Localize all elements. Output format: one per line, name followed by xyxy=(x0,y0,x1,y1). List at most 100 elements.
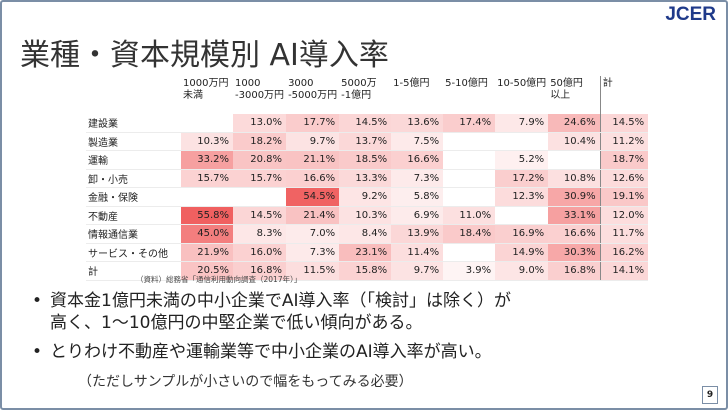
table-cell: 15.7% xyxy=(233,169,287,188)
row-label: 金融・保険 xyxy=(86,187,181,207)
table-cell: 16.8% xyxy=(548,261,601,281)
table-cell: 30.9% xyxy=(548,187,601,207)
table-cell: 30.3% xyxy=(548,243,601,262)
bullet-2: • とりわけ不動産や運輸業等で中小企業のAI導入率が高い。 xyxy=(32,341,492,363)
table-cell: 16.6% xyxy=(286,169,340,188)
table-cell: 10.8% xyxy=(548,169,601,188)
table-cell: 11.4% xyxy=(391,243,444,262)
table-cell xyxy=(443,150,496,170)
source-note: （資料）総務省「通信利用動向調査（2017年）」 xyxy=(136,275,302,284)
table-cell: 20.5% xyxy=(181,261,233,281)
table-cell: 10.3% xyxy=(339,206,392,225)
page-number: 9 xyxy=(702,386,718,404)
table-cell: 12.3% xyxy=(495,187,549,207)
table-row: 金融・保険 54.5% 9.2% 5.8% 12.3% 30.9% 19.1% xyxy=(86,187,649,207)
col-header-100m-500m: 1-5億円 xyxy=(393,78,430,89)
table-cell: 24.6% xyxy=(548,114,601,133)
col-header-lt-10m: 1000万円 未満 xyxy=(183,78,229,101)
table-cell: 13.7% xyxy=(339,132,392,151)
table-cell: 9.2% xyxy=(339,187,392,207)
jcer-logo: JCER xyxy=(665,4,716,25)
table-cell: 7.5% xyxy=(391,132,444,151)
ai-adoption-table: 1000万円 未満 1000 -3000万円 3000 -5000万円 5000… xyxy=(86,76,649,281)
table-cell xyxy=(443,243,496,262)
table-cell: 16.9% xyxy=(495,224,549,244)
table-cell: 16.2% xyxy=(599,243,649,262)
table-cell: 19.1% xyxy=(599,187,649,207)
table-cell: 14.5% xyxy=(339,114,392,133)
table-cell: 11.2% xyxy=(599,132,649,151)
table-cell: 13.9% xyxy=(391,224,444,244)
table-cell xyxy=(548,150,601,170)
table-cell xyxy=(443,169,496,188)
bullet-1-line-2: 高く、1～10億円の中堅企業で低い傾向がある。 xyxy=(50,313,423,333)
table-cell: 18.5% xyxy=(339,150,392,170)
table-cell xyxy=(495,132,549,151)
table-cell: 9.7% xyxy=(391,261,444,281)
table-cell: 12.0% xyxy=(599,206,649,225)
table-cell: 16.6% xyxy=(548,224,601,244)
row-label: サービス・その他 xyxy=(86,243,181,262)
table-cell: 3.9% xyxy=(443,261,496,281)
table-cell xyxy=(233,187,287,207)
table-cell: 18.4% xyxy=(443,224,496,244)
table-cell: 7.3% xyxy=(391,169,444,188)
table-cell: 14.9% xyxy=(495,243,549,262)
col-header-1b-5b: 10-50億円 xyxy=(497,78,547,89)
table-cell: 14.1% xyxy=(599,261,649,281)
table-cell: 33.1% xyxy=(548,206,601,225)
table-cell xyxy=(495,206,549,225)
row-label: 製造業 xyxy=(86,132,181,151)
table-cell: 45.0% xyxy=(181,224,233,244)
table-cell: 13.0% xyxy=(233,114,287,133)
table-cell: 9.7% xyxy=(286,132,340,151)
col-header-total: 計 xyxy=(599,76,649,114)
row-header-empty xyxy=(86,76,181,114)
table-cell: 12.6% xyxy=(599,169,649,188)
table-cell: 11.5% xyxy=(286,261,340,281)
bullet-1-line-1: 資本金1億円未満の中小企業でAI導入率（「検討」は除く）が xyxy=(50,291,511,311)
table-cell: 15.7% xyxy=(181,169,233,188)
table-cell: 6.9% xyxy=(391,206,444,225)
row-label: 運輸 xyxy=(86,150,181,170)
table-cell: 18.2% xyxy=(233,132,287,151)
table-cell: 18.7% xyxy=(599,150,649,170)
table-cell: 17.2% xyxy=(495,169,549,188)
table-row: 計 20.5% 16.8% 11.5% 15.8% 9.7% 3.9% 9.0% 16.8% 14… xyxy=(86,261,649,281)
table-cell: 23.1% xyxy=(339,243,392,262)
table-cell: 9.0% xyxy=(495,261,549,281)
table-cell xyxy=(181,114,233,133)
row-label: 卸・小売 xyxy=(86,169,181,188)
table-cell: 17.4% xyxy=(443,114,496,133)
row-label: 計 xyxy=(86,261,181,281)
table-cell: 7.9% xyxy=(495,114,549,133)
table-cell xyxy=(443,132,496,151)
slide-title: 業種・資本規模別 AI導入率 xyxy=(20,38,389,73)
col-header-10m-30m: 1000 -3000万円 xyxy=(235,78,285,101)
table-cell: 5.8% xyxy=(391,187,444,207)
table-cell: 8.3% xyxy=(233,224,287,244)
table-cell: 11.0% xyxy=(443,206,496,225)
col-header-50m-100m: 5000万 -1億円 xyxy=(341,78,377,101)
table-cell: 10.3% xyxy=(181,132,233,151)
table-cell: 13.6% xyxy=(391,114,444,133)
caveat-note: （ただしサンプルが小さいので幅をもってみる必要） xyxy=(78,374,413,390)
bullet-dot: • xyxy=(32,291,43,311)
table-cell: 21.4% xyxy=(286,206,340,225)
table-cell: 55.8% xyxy=(181,206,233,225)
row-label: 不動産 xyxy=(86,206,181,225)
table-header-row: 1000万円 未満 1000 -3000万円 3000 -5000万円 5000… xyxy=(86,76,649,114)
table-cell: 14.5% xyxy=(599,114,649,133)
row-label: 情報通信業 xyxy=(86,224,181,244)
table-cell: 17.7% xyxy=(286,114,340,133)
table-cell: 7.3% xyxy=(286,243,340,262)
table-cell: 16.8% xyxy=(233,261,287,281)
col-header-gt-5b: 50億円 以上 xyxy=(550,78,583,101)
table-cell: 21.9% xyxy=(181,243,233,262)
bullet-1: • 資本金1億円未満の中小企業でAI導入率（「検討」は除く）が 高く、1～10億円… xyxy=(32,290,511,334)
table-cell: 8.4% xyxy=(339,224,392,244)
table-cell: 10.4% xyxy=(548,132,601,151)
table-cell: 20.8% xyxy=(233,150,287,170)
table-row: 運輸 33.2% 20.8% 21.1% 18.5% 16.6% 5.2% 18.7% xyxy=(86,150,649,170)
